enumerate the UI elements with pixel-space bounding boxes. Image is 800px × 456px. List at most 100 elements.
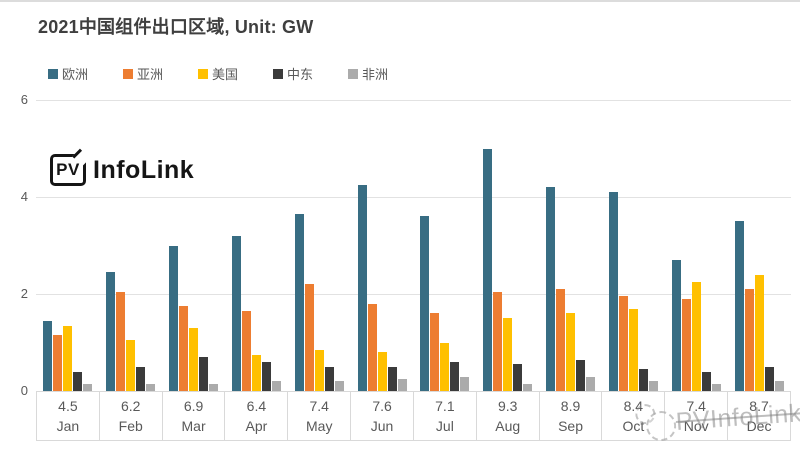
bar-中东-oct [639,369,649,391]
bar-group-feb [99,100,162,391]
legend-label: 欧洲 [62,67,89,82]
month-cell-feb: 6.2 Feb [100,392,163,440]
legend-swatch-icon [123,68,133,79]
bar-亚洲-may [304,284,314,391]
legend-swatch-icon [48,68,58,79]
month-label: Sep [558,418,583,434]
month-total-value: 7.6 [372,398,392,414]
bar-美国-jan [62,325,72,391]
bar-group-mar [162,100,225,391]
month-label: Mar [181,418,206,434]
bar-欧洲-jan [42,320,52,391]
month-label: Oct [622,418,645,434]
month-label: Aug [495,418,521,434]
month-label: May [306,418,333,434]
legend-item-4: 非洲 [348,64,423,83]
month-cell-may: 7.4 May [288,392,352,440]
month-total-value: 7.1 [435,398,455,414]
gridline [36,197,791,198]
bar-亚洲-jan [52,335,62,391]
bar-中东-nov [702,371,712,391]
bar-group-aug [476,100,539,391]
bar-中东-may [324,366,334,391]
month-label: Jul [435,418,454,434]
bar-亚洲-nov [682,298,692,391]
month-cell-jun: 7.6 Jun [351,392,414,440]
month-total-value: 6.2 [121,398,141,414]
bar-美国-nov [692,281,702,391]
month-label: Jan [56,418,80,434]
month-cell-sep: 8.9 Sep [540,392,603,440]
legend-item-1: 亚洲 [123,64,198,83]
bar-欧洲-nov [672,260,682,391]
y-axis-label: 0 [20,383,28,398]
bar-亚洲-mar [178,306,188,391]
y-axis-label: 2 [20,286,28,301]
legend-item-2: 美国 [198,64,273,83]
pv-infolink-logo: PV InfoLink [50,148,195,186]
plot-area [36,100,791,391]
month-label: Dec [746,418,772,434]
pv-logo-text: PV [56,160,80,179]
month-total-value: 8.9 [560,398,581,414]
bar-美国-may [314,349,324,391]
legend-swatch-icon [348,68,358,79]
bar-group-sep [539,100,602,391]
bar-亚洲-aug [493,291,503,391]
month-cell-apr: 6.4 Apr [225,392,289,440]
bar-group-may [288,100,351,391]
month-cell-aug: 9.3 Aug [477,392,540,440]
bar-非洲-may [334,381,344,391]
legend-swatch-icon [198,68,208,79]
bar-group-dec [728,100,791,391]
x-axis-table: 4.5 Jan 6.2 Feb 6.9 Mar 6.4 Apr 7.4 May 7.6 Jun 7.1 J… [36,391,791,441]
bar-欧洲-aug [483,148,493,391]
bar-美国-jul [440,342,450,391]
month-total-value: 8.4 [623,398,644,414]
bar-group-oct [602,100,665,391]
month-cell-mar: 6.9 Mar [163,392,226,440]
month-label: Jun [370,418,394,434]
bar-美国-jun [377,352,387,391]
month-total-value: 6.4 [246,398,267,414]
bar-非洲-sep [586,376,596,391]
month-label: Nov [683,418,709,434]
month-total-value: 4.5 [58,398,78,414]
bar-中东-apr [261,361,271,391]
bar-欧洲-feb [105,272,115,391]
bar-中东-sep [576,359,586,391]
chart-title: 2021中国组件出口区域, Unit: GW [38,17,314,37]
bar-美国-aug [503,318,513,391]
bar-中东-jan [72,371,82,391]
bar-非洲-jul [460,376,470,391]
legend-item-3: 中东 [273,64,348,83]
month-total-value: 6.9 [183,398,204,414]
bar-欧洲-mar [168,245,178,391]
month-cell-jul: 7.1 Jul [414,392,477,440]
bar-中东-mar [198,357,208,391]
bar-亚洲-oct [619,296,629,391]
legend-label: 美国 [212,67,239,82]
bar-非洲-nov [712,383,722,391]
pv-logo-box: PV [50,148,90,186]
bar-中东-jul [450,361,460,391]
month-total-value: 9.3 [497,398,518,414]
legend-label: 中东 [287,67,314,82]
bar-非洲-feb [145,383,155,391]
bar-欧洲-jul [420,216,430,391]
month-total-value: 8.7 [749,398,769,414]
infolink-logo-text: InfoLink [93,155,195,184]
bar-美国-oct [629,308,639,391]
bar-中东-dec [765,366,775,391]
legend-label: 非洲 [362,67,389,82]
bar-美国-dec [755,274,765,391]
bar-欧洲-oct [609,192,619,391]
bar-欧洲-sep [546,187,556,391]
legend-swatch-icon [273,68,283,79]
y-axis-label: 6 [20,92,28,107]
bar-亚洲-apr [241,311,251,391]
month-cell-oct: 8.4 Oct [602,392,666,440]
bar-非洲-oct [649,381,659,391]
bar-欧洲-dec [735,221,745,391]
